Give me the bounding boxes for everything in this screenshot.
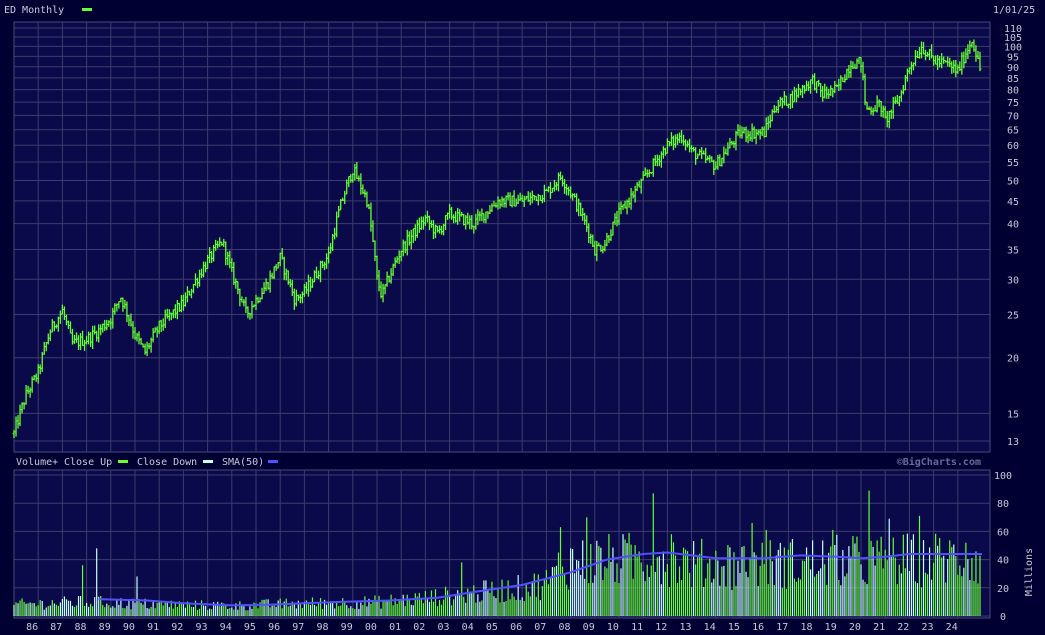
- price-y-tick-label: 65: [1007, 126, 1019, 137]
- x-tick-label: 02: [413, 622, 425, 633]
- price-y-tick-label: 75: [1007, 98, 1019, 109]
- legend-sma-swatch: [268, 460, 278, 463]
- x-tick-label: 98: [316, 622, 328, 633]
- legend-close-up-swatch: [118, 460, 128, 463]
- price-y-tick-label: 80: [1007, 86, 1019, 97]
- price-y-tick-label: 85: [1007, 74, 1019, 85]
- x-tick-label: 05: [486, 622, 498, 633]
- x-tick-label: 23: [921, 622, 933, 633]
- price-y-tick-label: 35: [1007, 245, 1019, 256]
- volume-y-tick-label: 60: [997, 527, 1009, 538]
- volume-y-axis: 0 20 40 60 80 100: [994, 471, 1012, 623]
- volume-axis-label: Millions: [1024, 548, 1035, 596]
- x-tick-label: 88: [74, 622, 86, 633]
- x-tick-label: 04: [462, 622, 474, 633]
- x-tick-label: 17: [776, 622, 788, 633]
- price-y-tick-label: 95: [1007, 52, 1019, 63]
- price-y-tick-label: 100: [1004, 42, 1022, 53]
- x-tick-label: 96: [268, 622, 280, 633]
- x-tick-label: 18: [800, 622, 812, 633]
- price-y-tick-label: 25: [1007, 311, 1019, 322]
- volume-y-tick-label: 40: [997, 556, 1009, 567]
- price-y-tick-label: 13: [1007, 437, 1019, 448]
- x-tick-label: 94: [220, 622, 232, 633]
- volume-y-tick-label: 0: [1000, 612, 1006, 623]
- legend-sma: SMA(50): [222, 457, 264, 468]
- x-tick-label: 22: [897, 622, 909, 633]
- x-tick-label: 92: [171, 622, 183, 633]
- x-tick-label: 91: [147, 622, 159, 633]
- price-y-tick-label: 20: [1007, 354, 1019, 365]
- x-tick-label: 24: [946, 622, 958, 633]
- legend-close-up: Close Up: [64, 457, 112, 468]
- legend-close-down-swatch: [203, 460, 213, 463]
- price-y-tick-label: 30: [1007, 275, 1019, 286]
- price-legend-swatch: [82, 8, 92, 11]
- x-tick-label: 01: [389, 622, 401, 633]
- price-panel: [13, 21, 991, 453]
- x-tick-label: 10: [607, 622, 619, 633]
- x-tick-label: 13: [679, 622, 691, 633]
- price-y-tick-label: 50: [1007, 176, 1019, 187]
- price-y-tick-label: 70: [1007, 111, 1019, 122]
- price-y-tick-label: 55: [1007, 158, 1019, 169]
- x-tick-label: 16: [752, 622, 764, 633]
- x-tick-label: 95: [244, 622, 256, 633]
- volume-sma-line: [98, 551, 982, 607]
- x-tick-label: 09: [583, 622, 595, 633]
- x-tick-label: 08: [558, 622, 570, 633]
- volume-series: [13, 490, 981, 616]
- watermark: ©BigCharts.com: [897, 456, 981, 468]
- price-y-tick-label: 45: [1007, 197, 1019, 208]
- chart-date-label: 1/01/25: [993, 5, 1035, 16]
- price-grid: [14, 22, 990, 452]
- price-y-tick-label: 40: [1007, 220, 1019, 231]
- volume-y-tick-label: 80: [997, 499, 1009, 510]
- x-tick-label: 93: [195, 622, 207, 633]
- price-y-axis: 1315202530354045505560657075808590951001…: [1004, 24, 1022, 448]
- x-tick-label: 11: [631, 622, 643, 633]
- x-tick-label: 00: [365, 622, 377, 633]
- x-tick-label: 12: [655, 622, 667, 633]
- x-tick-label: 20: [849, 622, 861, 633]
- x-tick-label: 89: [99, 622, 111, 633]
- x-tick-label: 06: [510, 622, 522, 633]
- x-tick-label: 21: [873, 622, 885, 633]
- price-y-tick-label: 90: [1007, 63, 1019, 74]
- price-y-tick-label: 60: [1007, 141, 1019, 152]
- x-tick-label: 99: [341, 622, 353, 633]
- volume-title: Volume+: [16, 457, 58, 468]
- x-tick-label: 90: [123, 622, 135, 633]
- x-axis: 86 87 88 89 90 91 92 93 94 95 96 97 98 99 00 01 02 03 04 05…: [26, 622, 958, 633]
- x-tick-label: 86: [26, 622, 38, 633]
- chart-title: ED Monthly: [4, 5, 64, 16]
- price-y-tick-label: 110: [1004, 24, 1022, 35]
- x-tick-label: 87: [50, 622, 62, 633]
- x-tick-label: 15: [728, 622, 740, 633]
- x-tick-label: 97: [292, 622, 304, 633]
- volume-y-tick-label: 100: [994, 471, 1012, 482]
- price-series: [12, 39, 982, 439]
- x-tick-label: 19: [825, 622, 837, 633]
- x-tick-label: 07: [534, 622, 546, 633]
- legend-close-down: Close Down: [137, 457, 197, 468]
- x-tick-label: 14: [704, 622, 716, 633]
- price-y-tick-label: 105: [1004, 33, 1022, 44]
- price-y-tick-label: 15: [1007, 409, 1019, 420]
- x-tick-label: 03: [437, 622, 449, 633]
- volume-y-tick-label: 20: [997, 584, 1009, 595]
